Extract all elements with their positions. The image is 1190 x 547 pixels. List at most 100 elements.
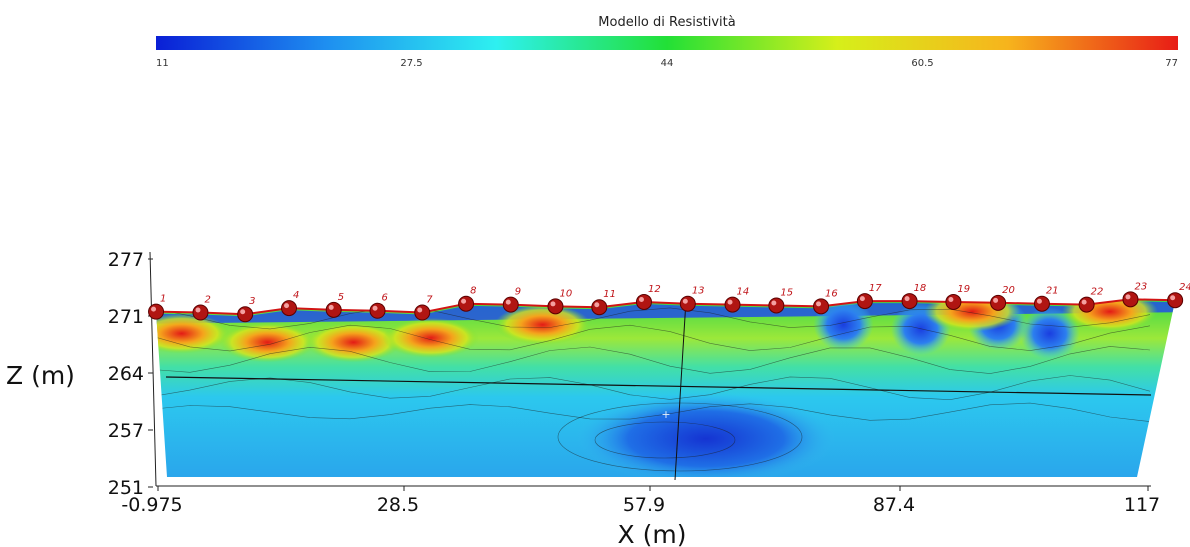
electrode-highlight [594, 302, 600, 308]
electrode-marker [901, 293, 918, 310]
electrode-highlight [816, 301, 822, 307]
electrode-label: 24 [1179, 282, 1190, 293]
high-resistivity-anomaly [382, 317, 479, 358]
colorbar-tick-label: 77 [1165, 58, 1178, 69]
electrode-highlight [151, 306, 157, 312]
x-tick-label: 117 [1124, 494, 1160, 516]
electrode-label: 11 [603, 289, 616, 300]
electrode-marker [1122, 291, 1139, 308]
electrode-label: 12 [648, 284, 661, 295]
electrode-highlight [328, 304, 334, 310]
electrode-label: 5 [338, 292, 344, 303]
electrode-marker [724, 296, 741, 313]
electrode-label: 14 [737, 287, 750, 298]
electrode-label: 22 [1091, 287, 1104, 298]
x-ticks: -0.975 28.5 57.9 87.4 117 [121, 486, 1160, 516]
electrode-label: 8 [470, 286, 476, 297]
electrode-highlight [771, 300, 777, 306]
electrode-marker [414, 304, 431, 321]
colorbar-tick-label: 44 [661, 58, 674, 69]
electrode-highlight [638, 296, 644, 302]
electrode-marker [1167, 292, 1184, 309]
high-resistivity-anomaly [1061, 299, 1158, 332]
electrode-label: 20 [1002, 285, 1015, 296]
electrode-highlight [1081, 299, 1087, 305]
electrode-marker [591, 299, 608, 316]
electrode-highlight [1036, 298, 1042, 304]
electrode-marker [856, 293, 873, 310]
contour-line [156, 307, 1151, 330]
electrode-highlight [948, 296, 954, 302]
colorbar-tick-label: 60.5 [911, 58, 933, 69]
electrode-label: 19 [957, 284, 970, 295]
electrode-marker [1033, 295, 1050, 312]
high-resistivity-anomaly [494, 304, 591, 345]
y-tick-label: 257 [108, 420, 144, 442]
electrode-highlight [240, 309, 246, 315]
high-resistivity-anomaly [156, 313, 230, 354]
electrode-highlight [550, 301, 556, 307]
x-tick-label: 57.9 [623, 494, 665, 516]
electrode-label: 4 [293, 290, 299, 301]
y-ticks: 277 271 264 257 251 [108, 249, 153, 499]
contour-line [594, 421, 736, 459]
x-tick-label: -0.975 [121, 494, 182, 516]
contour-line [156, 402, 1151, 422]
electrode-marker [458, 295, 475, 312]
electrode-marker [281, 300, 298, 317]
electrode-label: 3 [249, 296, 255, 307]
electrode-highlight [859, 296, 865, 302]
vertical-guide-line [674, 299, 687, 481]
electrode-marker [192, 304, 209, 321]
electrode-label: 13 [692, 286, 705, 297]
colorbar-tick-label: 11 [156, 58, 169, 69]
high-resistivity-anomaly [924, 299, 1021, 332]
y-tick-label: 251 [108, 477, 144, 499]
y-axis-line [149, 251, 157, 487]
horizontal-guide-line [165, 376, 1152, 396]
electrode-highlight [372, 305, 378, 311]
electrode-highlight [417, 307, 423, 313]
electrode-label: 6 [382, 293, 388, 304]
electrode-highlight [993, 297, 999, 303]
electrode-marker [1078, 296, 1095, 313]
low-resistivity-anomaly [1019, 307, 1080, 360]
contour-line [156, 346, 1151, 374]
colorbar-title: Modello di Resistività [598, 15, 735, 30]
electrode-label: 2 [204, 294, 210, 305]
electrode-marker [679, 295, 696, 312]
electrode-highlight [505, 299, 511, 305]
electrode-highlight [904, 296, 910, 302]
electrode-marker [502, 296, 519, 313]
electrode-marker [237, 306, 254, 323]
electrode-marker [547, 298, 564, 315]
electrode-highlight [1125, 294, 1131, 300]
electrode-marker [945, 293, 962, 310]
low-resistivity-anomaly [813, 299, 874, 351]
electrode-label: 9 [515, 287, 521, 298]
electrode-marker [813, 298, 830, 315]
electrode-highlight [195, 307, 201, 313]
electrode-marker [325, 301, 342, 318]
resistivity-section: + [155, 298, 1176, 481]
electrode-highlight [727, 299, 733, 305]
y-tick-label: 264 [108, 363, 144, 385]
electrode-marker [990, 294, 1007, 311]
electrode-label: 10 [559, 288, 572, 299]
electrode-label: 15 [780, 287, 793, 298]
electrode-marker [369, 302, 386, 319]
electrode-label: 16 [825, 288, 838, 299]
contour-lines [156, 307, 1151, 472]
colorbar-tick-label: 27.5 [400, 58, 422, 69]
electrodes: 123456789101112131415161718192021222324 [148, 281, 1190, 323]
y-tick-label: 271 [108, 306, 144, 328]
high-resistivity-anomaly [305, 322, 402, 363]
center-marker-icon: + [661, 408, 670, 421]
electrode-label: 21 [1046, 286, 1059, 297]
x-tick-label: 87.4 [873, 494, 915, 516]
electrode-label: 17 [869, 283, 882, 294]
high-resistivity-anomaly [219, 322, 316, 363]
x-axis-label: X (m) [618, 520, 687, 547]
electrode-label: 7 [426, 294, 433, 305]
